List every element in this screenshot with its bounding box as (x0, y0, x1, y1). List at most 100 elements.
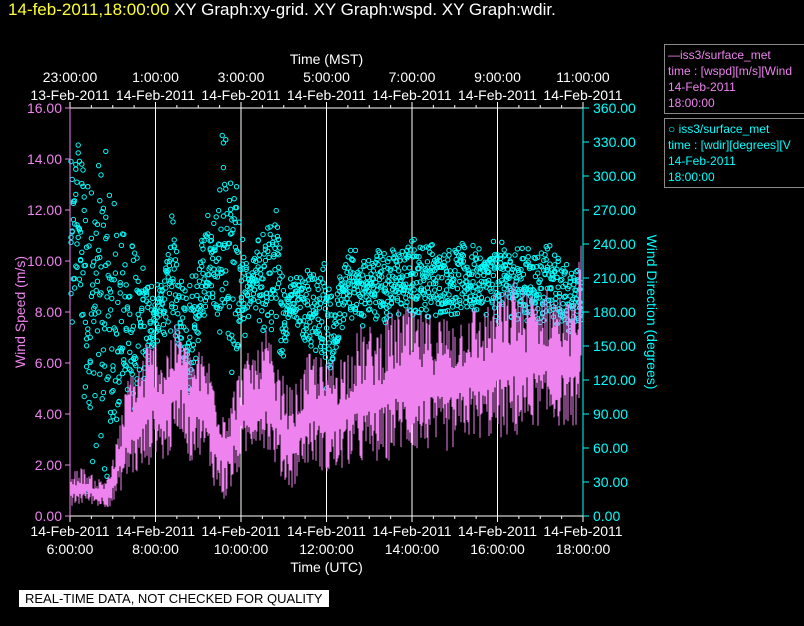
wdir-point (361, 313, 367, 319)
wdir-point (267, 231, 273, 238)
wdir-point (299, 285, 306, 291)
wdir-point (211, 220, 217, 227)
wdir-point (488, 288, 494, 295)
wdir-point (111, 409, 117, 415)
wdir-point (208, 237, 215, 244)
wdir-point (81, 207, 87, 214)
wdir-point (262, 257, 269, 264)
wdir-point (129, 243, 135, 250)
wdir-point (374, 256, 380, 263)
wdir-point (200, 246, 206, 252)
legend-wspd: —iss3/surface_met time : [wspd][m/s][Win… (664, 44, 804, 114)
wdir-point (341, 312, 348, 318)
wdir-point (225, 295, 231, 301)
wdir-point (152, 317, 158, 324)
wdir-point (320, 266, 326, 272)
wdir-point (166, 262, 173, 269)
header-graph-list: XY Graph:xy-grid. XY Graph:wspd. XY Grap… (174, 0, 556, 19)
legend-wdir: ○ iss3/surface_met time : [wdir][degrees… (664, 118, 804, 188)
wdir-point (499, 239, 505, 246)
axes: 14-Feb-2011 6:00:00 23:00:00 13-Feb-2011 14-… (12, 51, 660, 575)
wdir-point (419, 290, 426, 296)
wdir-point (110, 363, 116, 369)
wdir-point (68, 234, 74, 241)
wdir-point (221, 299, 228, 306)
wdir-point (68, 290, 74, 297)
wdir-point (513, 275, 519, 281)
graph-header: 14-feb-2011,18:00:00 XY Graph:xy-grid. X… (8, 0, 556, 20)
wdir-point (251, 255, 258, 262)
wdir-point (557, 277, 564, 284)
top-tick-label: 23:00:00 (43, 69, 98, 85)
wdir-point (442, 298, 449, 304)
wdir-point (261, 251, 267, 257)
wdir-point (214, 311, 221, 317)
wdir-point (87, 334, 93, 340)
wdir-point (227, 211, 234, 218)
wdir-point (173, 262, 180, 268)
wdir-point (280, 287, 287, 294)
wdir-point (241, 300, 247, 307)
wdir-point (71, 221, 78, 227)
wdir-point (74, 264, 80, 270)
wdir-point (135, 311, 141, 317)
wdir-point (449, 304, 456, 310)
x-tick-label: 16:00:00 (470, 541, 525, 557)
wdir-point (368, 291, 374, 297)
wdir-point (429, 251, 435, 258)
wdir-point (559, 276, 565, 283)
wdir-point (178, 278, 185, 284)
wdir-point (82, 262, 89, 269)
wdir-point (209, 290, 216, 296)
wdir-point (122, 262, 128, 268)
wdir-point (485, 277, 492, 284)
wdir-point (509, 266, 516, 273)
wdir-point (307, 333, 313, 340)
wdir-point (80, 270, 86, 276)
wdir-point (91, 370, 97, 376)
wdir-point (275, 280, 282, 287)
wdir-point (124, 304, 131, 310)
wdir-point (233, 184, 240, 190)
wdir-point (104, 473, 110, 479)
wdir-point (567, 275, 573, 281)
wdir-point (149, 333, 156, 339)
wdir-point (505, 274, 511, 281)
wdir-point (425, 274, 432, 280)
wdir-point (493, 257, 499, 263)
wdir-point (260, 327, 266, 333)
wdir-point (106, 192, 113, 199)
y-left-tick-label: 10.00 (27, 253, 62, 269)
wdir-point (520, 271, 527, 278)
wdir-point (442, 265, 449, 271)
wdir-point (206, 291, 212, 297)
wdir-point (76, 158, 83, 165)
wdir-point (97, 371, 103, 377)
wdir-point (325, 313, 331, 319)
wdir-point (547, 261, 553, 267)
wdir-point (532, 300, 539, 306)
wdir-point (255, 237, 261, 243)
wdir-point (136, 316, 143, 322)
wdir-point (88, 190, 95, 196)
wdir-point (556, 293, 563, 300)
legend-wdir-time: 18:00:00 (668, 170, 715, 184)
wdir-point (308, 343, 314, 349)
wdir-point (551, 252, 558, 258)
wdir-point (141, 323, 147, 330)
wdir-point (383, 315, 390, 321)
wdir-point (75, 234, 81, 241)
wdir-point (195, 330, 201, 336)
wdir-point (525, 254, 531, 260)
wdir-point (433, 278, 439, 284)
wdir-point (187, 282, 193, 289)
wdir-point (201, 312, 207, 318)
wdir-point (97, 198, 103, 204)
wdir-point (572, 291, 578, 297)
wdir-point (563, 261, 570, 268)
wdir-point (112, 251, 119, 257)
wdir-point (398, 301, 404, 307)
wdir-point (224, 225, 230, 232)
wdir-point (177, 320, 183, 327)
wdir-point (429, 242, 435, 248)
